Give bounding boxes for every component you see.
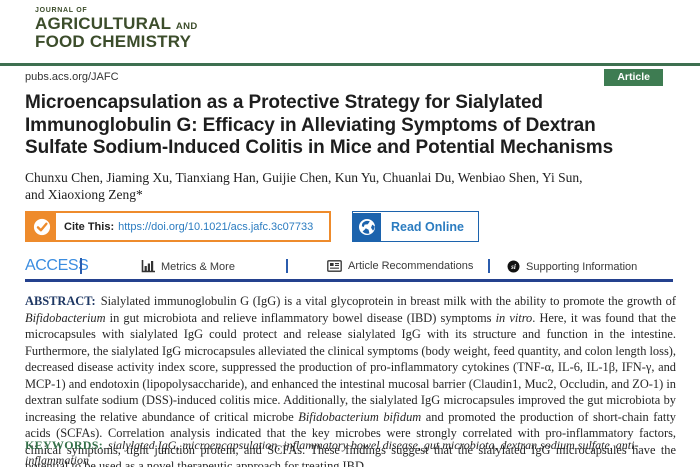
globe-icon — [353, 212, 381, 241]
svg-text:si: si — [510, 263, 516, 271]
cite-this-box[interactable]: Cite This: https://doi.org/10.1021/acs.j… — [25, 211, 331, 242]
nav-article-recommendations[interactable]: Article Recommendations — [327, 260, 473, 272]
nav-metrics-and-more[interactable]: Metrics & More — [141, 260, 235, 273]
nav-separator — [286, 259, 288, 273]
journal-name-line2: FOOD CHEMISTRY — [35, 32, 192, 52]
cite-check-icon — [27, 213, 56, 240]
read-online-button[interactable]: Read Online — [352, 211, 479, 242]
nav-item-label: Metrics & More — [161, 260, 235, 273]
read-online-label: Read Online — [391, 219, 464, 234]
abstract-label: ABSTRACT: — [25, 294, 96, 308]
nav-underline — [25, 279, 673, 282]
header-rule — [0, 63, 700, 66]
journal-name-line1: AGRICULTURAL AND — [35, 14, 198, 33]
si-circle-icon: si — [507, 260, 520, 273]
author-line: Chunxu Chen, Jiaming Xu, Tianxiang Han, … — [25, 170, 583, 185]
nav-item-label: Supporting Information — [526, 260, 638, 273]
doi-link[interactable]: https://doi.org/10.1021/acs.jafc.3c07733 — [118, 220, 314, 233]
nav-separator — [488, 259, 490, 273]
keywords-label: KEYWORDS: — [25, 438, 104, 452]
abstract-paragraph: ABSTRACT: Sialylated immunoglobulin G (Ig… — [25, 293, 676, 467]
nav-supporting-information[interactable]: si Supporting Information — [507, 260, 637, 273]
bar-chart-icon — [141, 260, 155, 273]
article-nav: ACCESS Metrics & More Article Recommenda… — [0, 256, 700, 280]
title-line: Microencapsulation as a Protective Strat… — [25, 92, 543, 113]
journal-name-suffix: AND — [175, 21, 198, 32]
title-line: Sulfate Sodium-Induced Colitis in Mice a… — [25, 137, 614, 158]
journal-logo: JOURNAL OF AGRICULTURAL AND FOOD CHEMIST… — [35, 7, 198, 52]
page-title: Microencapsulation as a Protective Strat… — [25, 92, 680, 160]
abstract-text: Sialylated immunoglobulin G (IgG) is a v… — [25, 294, 676, 467]
article-type-badge: Article — [604, 69, 663, 86]
article-card-icon — [327, 260, 342, 272]
cite-this-label: Cite This: — [64, 220, 115, 233]
nav-item-label: Article Recommendations — [348, 260, 474, 272]
access-link[interactable]: ACCESS — [25, 257, 89, 274]
author-list: Chunxu Chen, Jiaming Xu, Tianxiang Han, … — [25, 169, 680, 203]
author-line: and Xiaoxiong Zeng* — [25, 187, 143, 202]
nav-separator — [80, 258, 82, 274]
keywords-line: KEYWORDS: sialylated IgG, microencapsulat… — [25, 438, 676, 467]
journal-kicker: JOURNAL OF — [35, 7, 88, 14]
keywords-text: sialylated IgG, microencapsulation, infl… — [25, 438, 639, 467]
journal-site-link[interactable]: pubs.acs.org/JAFC — [25, 71, 119, 83]
title-line: Immunoglobulin G: Efficacy in Alleviatin… — [25, 114, 596, 136]
